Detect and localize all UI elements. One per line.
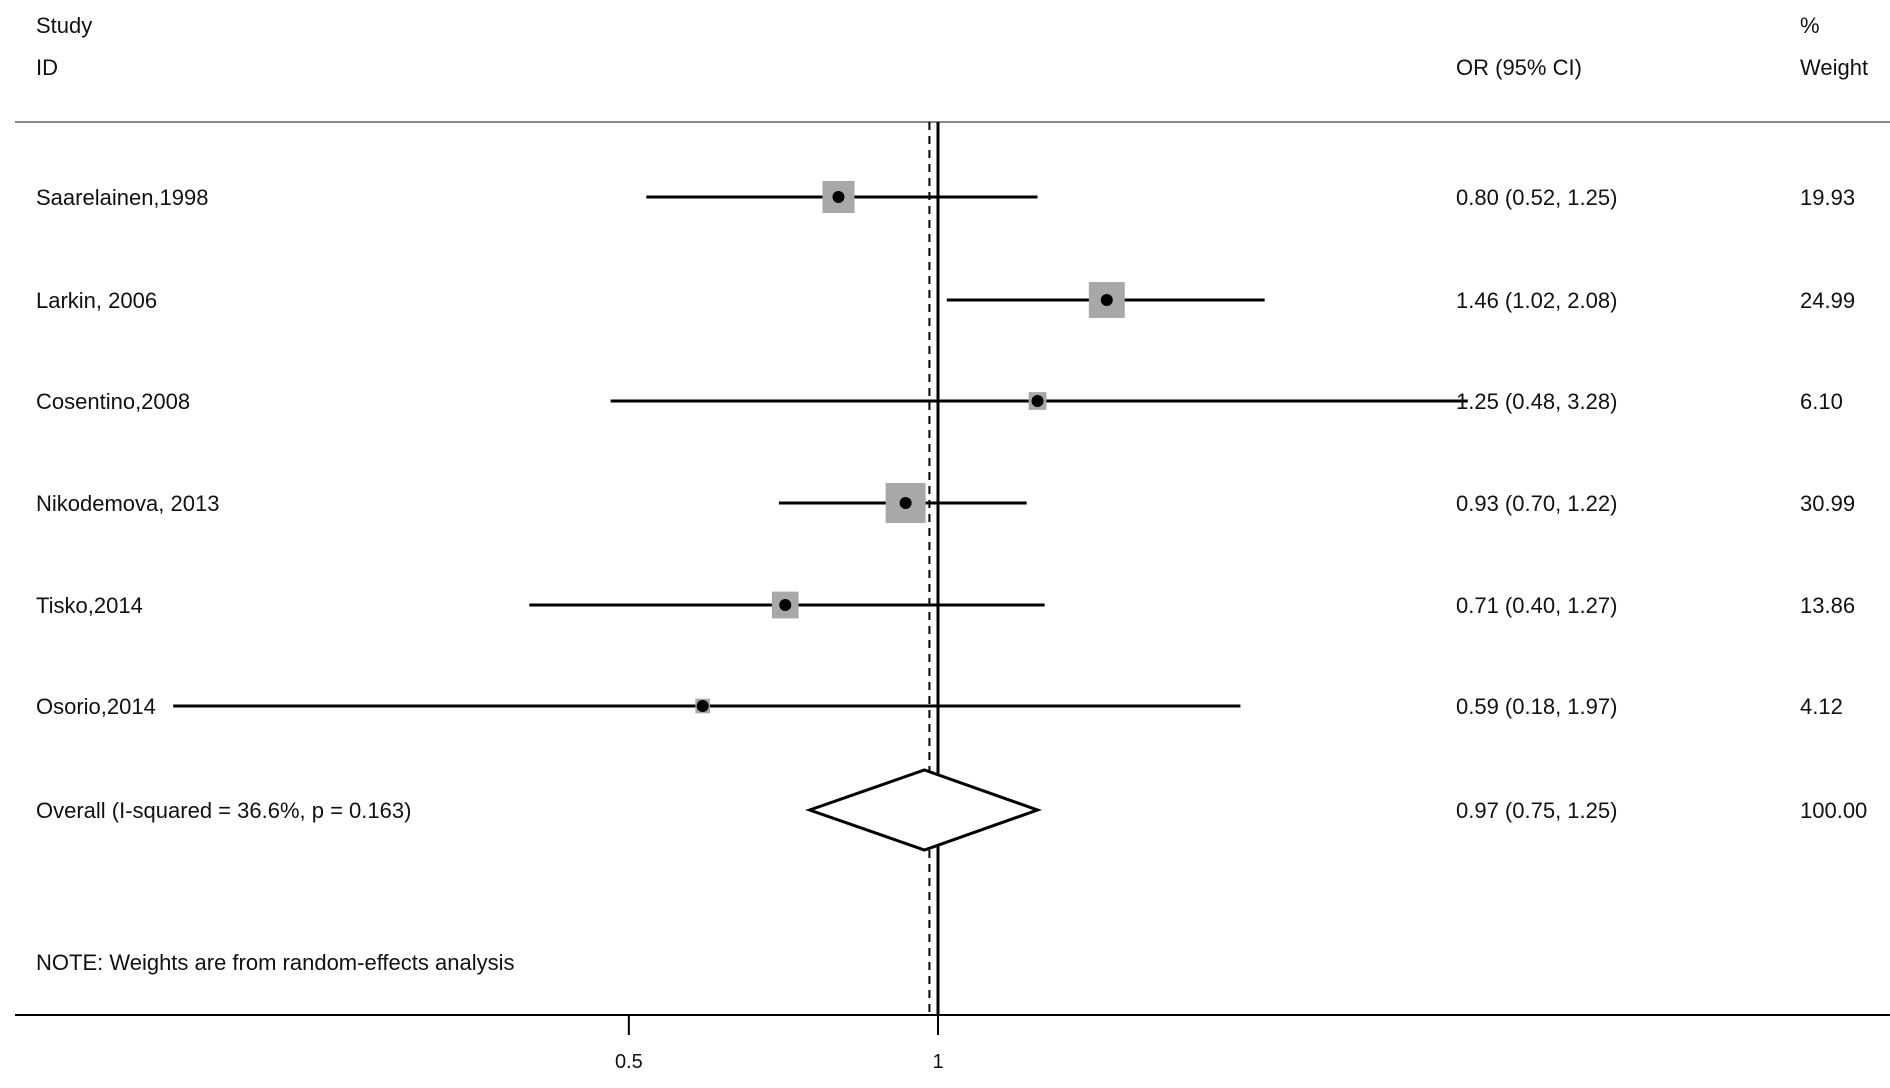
- overall-diamond: [805, 768, 1043, 852]
- point-estimate: [832, 191, 845, 203]
- id-header: ID: [36, 55, 58, 80]
- study-label: Tisko,2014: [36, 593, 143, 618]
- x-tick-label: 0.5: [615, 1051, 643, 1073]
- point-estimate: [779, 599, 792, 611]
- or-ci-value: 1.46 (1.02, 2.08): [1456, 288, 1617, 313]
- study-label: Osorio,2014: [36, 694, 156, 719]
- point-estimate: [1100, 294, 1113, 306]
- overall-or-ci-value: 0.97 (0.75, 1.25): [1456, 798, 1617, 823]
- x-axis-ticks: 0.10.51: [615, 1015, 944, 1073]
- study-row: Osorio,2014 0.59 (0.18, 1.97) 4.12: [36, 694, 1843, 719]
- weight-value: 13.86: [1800, 593, 1855, 618]
- or-ci-value: 0.80 (0.52, 1.25): [1456, 185, 1617, 210]
- study-label: Nikodemova, 2013: [36, 491, 219, 516]
- weight-header: Weight: [1800, 55, 1868, 80]
- study-row: Larkin, 2006 1.46 (1.02, 2.08) 24.99: [36, 282, 1855, 318]
- point-estimate: [899, 497, 912, 509]
- overall-row: Overall (I-squared = 36.6%, p = 0.163) 0…: [36, 768, 1867, 852]
- or-ci-value: 0.93 (0.70, 1.22): [1456, 491, 1617, 516]
- x-tick-label: 1: [932, 1051, 943, 1073]
- or-ci-header: OR (95% CI): [1456, 55, 1582, 80]
- weight-value: 6.10: [1800, 389, 1843, 414]
- weight-value: 19.93: [1800, 185, 1855, 210]
- or-ci-value: 0.59 (0.18, 1.97): [1456, 694, 1617, 719]
- study-row: Cosentino,2008 1.25 (0.48, 3.28) 6.10: [36, 389, 1843, 414]
- study-row: Saarelainen,1998 0.80 (0.52, 1.25) 19.93: [36, 180, 1855, 214]
- study-row: Nikodemova, 2013 0.93 (0.70, 1.22) 30.99: [36, 483, 1855, 523]
- study-row: Tisko,2014 0.71 (0.40, 1.27) 13.86: [36, 591, 1855, 619]
- percent-header: %: [1800, 13, 1820, 38]
- weight-value: 4.12: [1800, 694, 1843, 719]
- or-ci-value: 1.25 (0.48, 3.28): [1456, 389, 1617, 414]
- weights-note: NOTE: Weights are from random-effects an…: [36, 950, 514, 975]
- point-estimate: [1031, 395, 1044, 407]
- overall-weight-value: 100.00: [1800, 798, 1867, 823]
- or-ci-value: 0.71 (0.40, 1.27): [1456, 593, 1617, 618]
- study-label: Saarelainen,1998: [36, 185, 208, 210]
- overall-label: Overall (I-squared = 36.6%, p = 0.163): [36, 798, 411, 823]
- study-label: Larkin, 2006: [36, 288, 157, 313]
- study-header: Study: [36, 13, 92, 38]
- study-label: Cosentino,2008: [36, 389, 190, 414]
- weight-value: 30.99: [1800, 491, 1855, 516]
- weight-value: 24.99: [1800, 288, 1855, 313]
- point-estimate: [696, 700, 709, 712]
